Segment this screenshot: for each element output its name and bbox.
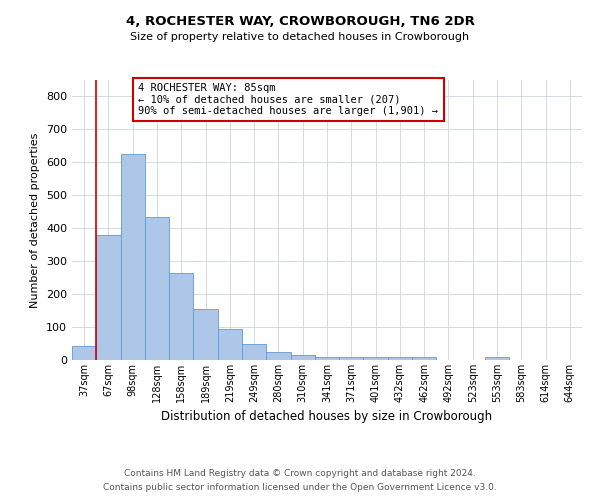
Bar bbox=[121, 154, 145, 360]
Bar bbox=[266, 352, 290, 360]
Bar bbox=[218, 329, 242, 360]
Bar bbox=[72, 346, 96, 360]
Bar bbox=[485, 358, 509, 360]
Bar bbox=[242, 344, 266, 360]
X-axis label: Distribution of detached houses by size in Crowborough: Distribution of detached houses by size … bbox=[161, 410, 493, 424]
Text: 4, ROCHESTER WAY, CROWBOROUGH, TN6 2DR: 4, ROCHESTER WAY, CROWBOROUGH, TN6 2DR bbox=[125, 15, 475, 28]
Bar bbox=[145, 216, 169, 360]
Text: 4 ROCHESTER WAY: 85sqm
← 10% of detached houses are smaller (207)
90% of semi-de: 4 ROCHESTER WAY: 85sqm ← 10% of detached… bbox=[139, 83, 438, 116]
Bar bbox=[388, 356, 412, 360]
Text: Size of property relative to detached houses in Crowborough: Size of property relative to detached ho… bbox=[130, 32, 470, 42]
Bar bbox=[412, 358, 436, 360]
Bar bbox=[339, 356, 364, 360]
Y-axis label: Number of detached properties: Number of detached properties bbox=[31, 132, 40, 308]
Bar bbox=[169, 272, 193, 360]
Bar bbox=[193, 309, 218, 360]
Bar bbox=[315, 356, 339, 360]
Text: Contains HM Land Registry data © Crown copyright and database right 2024.: Contains HM Land Registry data © Crown c… bbox=[124, 468, 476, 477]
Bar bbox=[96, 235, 121, 360]
Bar bbox=[290, 355, 315, 360]
Bar bbox=[364, 356, 388, 360]
Text: Contains public sector information licensed under the Open Government Licence v3: Contains public sector information licen… bbox=[103, 484, 497, 492]
